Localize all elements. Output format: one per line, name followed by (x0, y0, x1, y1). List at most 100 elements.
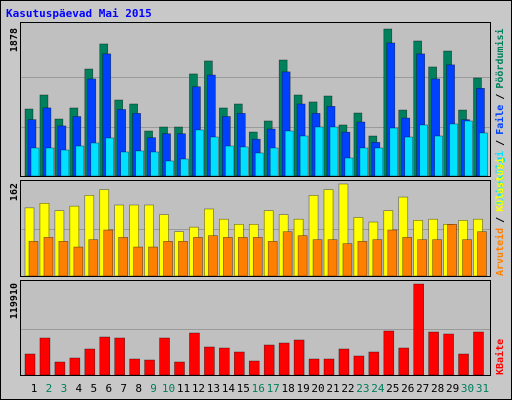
bar (163, 241, 173, 277)
x-tick-label: 31 (476, 382, 489, 395)
bar (308, 358, 320, 376)
legend-entry: KBaite (494, 339, 506, 375)
bar (189, 332, 200, 376)
chart-title: Kasutuspäevad Mai 2015 (6, 7, 152, 20)
bar (464, 120, 473, 177)
bar (90, 142, 100, 177)
bar (447, 224, 457, 277)
bar (45, 147, 55, 177)
x-tick-label: 25 (386, 382, 399, 395)
bar (165, 160, 174, 177)
bar (263, 344, 275, 376)
bar (368, 351, 380, 376)
bar (458, 353, 469, 376)
bar (329, 126, 339, 177)
bar (103, 229, 114, 277)
bar (105, 137, 115, 177)
bar (342, 243, 353, 277)
x-tick-label: 10 (162, 382, 175, 395)
bar (144, 359, 155, 376)
x-tick-label: 23 (356, 382, 369, 395)
bar (383, 330, 395, 376)
x-tick-label: 18 (282, 382, 295, 395)
bar (84, 348, 96, 376)
x-tick-label: 17 (267, 382, 280, 395)
x-tick-label: 5 (90, 382, 97, 395)
x-tick-label: 11 (177, 382, 190, 395)
bar (120, 151, 129, 177)
legend-separator: / (495, 140, 506, 146)
bar (234, 351, 245, 376)
x-tick-label: 22 (341, 382, 354, 395)
bar (374, 147, 384, 177)
bar (327, 239, 338, 277)
bar (293, 339, 305, 376)
panel (20, 280, 491, 376)
x-tick-label: 9 (150, 382, 157, 395)
bar (133, 246, 143, 277)
bar (398, 347, 410, 376)
bar (248, 360, 260, 376)
bar (60, 149, 70, 177)
bar (269, 147, 279, 177)
bar (344, 157, 354, 177)
bar (159, 337, 170, 376)
x-tick-label: 3 (61, 382, 68, 395)
bar (353, 355, 365, 376)
x-tick-label: 15 (237, 382, 250, 395)
bar (323, 358, 335, 376)
bar (193, 237, 203, 277)
bar (282, 231, 293, 277)
legend-separator: / (495, 94, 506, 100)
bar (254, 152, 264, 177)
bar (477, 231, 487, 277)
bar (24, 353, 36, 376)
bar (434, 135, 443, 177)
legend-entry: Lehekülgi (494, 151, 506, 205)
bar (297, 235, 308, 277)
bar (428, 331, 439, 376)
bar (402, 237, 413, 277)
y-tick-label: 1878 (9, 28, 20, 52)
bar (417, 239, 428, 277)
bar (432, 239, 442, 277)
bar (223, 237, 233, 277)
x-tick-label: 12 (192, 382, 205, 395)
bar (357, 241, 368, 277)
bar (404, 136, 414, 177)
bar (135, 150, 144, 177)
x-tick-label: 19 (296, 382, 309, 395)
bar (69, 357, 81, 376)
x-tick-label: 26 (401, 382, 414, 395)
bar (473, 331, 484, 376)
x-tick-label: 16 (252, 382, 265, 395)
x-tick-label: 28 (431, 382, 444, 395)
bar (238, 237, 248, 277)
bar (267, 241, 278, 277)
bar (462, 239, 472, 277)
bar (174, 361, 185, 376)
bar (204, 346, 215, 376)
bar (443, 333, 454, 376)
bar (180, 158, 189, 177)
bar (413, 283, 425, 376)
x-tick-label: 30 (461, 382, 474, 395)
bar (195, 129, 204, 177)
bar (449, 123, 458, 177)
bar (479, 132, 488, 177)
bar (372, 239, 383, 277)
x-tick-label: 24 (371, 382, 385, 395)
bar (148, 246, 158, 277)
bar (54, 361, 66, 376)
bar (252, 237, 263, 277)
legend: Arvuteid / Külastusi (494, 158, 506, 276)
x-tick-label: 21 (326, 382, 339, 395)
legend: Lehekülgi / Faile / Pöördumisi (494, 28, 506, 205)
bar (225, 145, 234, 177)
bar (58, 241, 69, 277)
bar (338, 348, 350, 376)
bar (284, 130, 294, 177)
bar (88, 239, 99, 277)
x-tick-label: 13 (207, 382, 220, 395)
